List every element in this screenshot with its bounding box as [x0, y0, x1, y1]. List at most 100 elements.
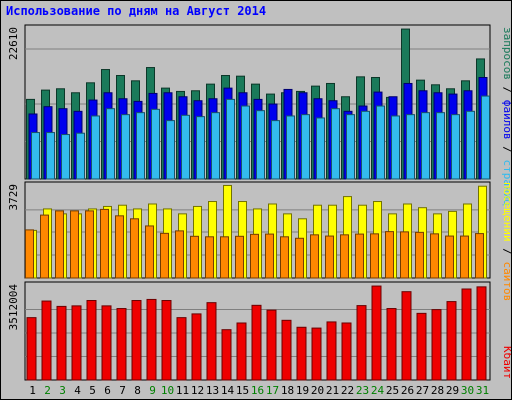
bar-kbytes-day-13: [206, 302, 217, 381]
bar-sites-day-13: [205, 236, 214, 279]
bar-sites-day-31: [475, 233, 484, 279]
bar-pages-day-5: [91, 115, 100, 180]
bar-pages-day-16: [256, 110, 265, 180]
bar-kbytes-day-9: [146, 298, 157, 381]
panel-visits-sites: 3729: [7, 181, 491, 279]
bar-sites-day-1: [25, 229, 34, 279]
x-tick-label-21: 21: [326, 384, 339, 397]
bar-pages-day-4: [76, 132, 85, 180]
x-tick-label-19: 19: [296, 384, 309, 397]
bar-sites-day-12: [190, 235, 199, 279]
bar-sites-day-6: [100, 208, 109, 279]
bar-kbytes-day-28: [431, 309, 442, 381]
bar-kbytes-day-6: [101, 305, 112, 381]
panel-kbytes: 3512004: [7, 281, 491, 381]
x-tick-label-2: 2: [44, 384, 51, 397]
bar-sites-day-10: [160, 232, 169, 279]
bar-kbytes-day-14: [221, 329, 232, 381]
x-tick-label-14: 14: [221, 384, 235, 397]
bar-pages-day-19: [301, 114, 310, 180]
bar-pages-day-21: [331, 108, 340, 180]
bar-kbytes-day-26: [401, 291, 412, 381]
bar-sites-day-30: [460, 235, 469, 279]
x-tick-label-29: 29: [446, 384, 459, 397]
bar-kbytes-day-1: [26, 317, 37, 381]
bar-kbytes-day-22: [341, 322, 352, 381]
x-tick-label-27: 27: [416, 384, 429, 397]
bar-kbytes-day-21: [326, 321, 337, 381]
bar-kbytes-day-2: [41, 300, 52, 381]
bar-pages-day-9: [151, 108, 160, 180]
bar-sites-day-26: [400, 231, 409, 279]
x-tick-label-17: 17: [266, 384, 279, 397]
bar-pages-day-18: [286, 115, 295, 180]
bar-sites-day-29: [445, 235, 454, 279]
bar-sites-day-3: [55, 210, 64, 279]
panel-requests-files-pages: 22610: [7, 24, 491, 180]
bar-sites-day-17: [265, 233, 274, 279]
bar-kbytes-day-30: [461, 288, 472, 381]
bar-kbytes-day-31: [476, 286, 487, 381]
bar-pages-day-7: [121, 114, 130, 180]
bar-pages-day-8: [136, 112, 145, 180]
bar-pages-day-24: [376, 105, 385, 180]
bar-kbytes-day-11: [176, 317, 187, 381]
x-tick-label-16: 16: [251, 384, 264, 397]
legend-panel-1: запросов / файлов / страниц: [501, 27, 511, 206]
bar-sites-day-28: [430, 233, 439, 279]
bar-pages-day-10: [166, 120, 175, 180]
bar-pages-day-29: [451, 114, 460, 180]
bar-kbytes-day-8: [131, 300, 142, 381]
bar-pages-day-27: [421, 112, 430, 180]
bar-pages-day-12: [196, 116, 205, 180]
bar-sites-day-19: [295, 237, 304, 279]
x-tick-label-5: 5: [89, 384, 96, 397]
legend-panel-3: Кбайт: [501, 346, 511, 379]
legend-sites: сайтов: [501, 261, 511, 301]
x-tick-label-22: 22: [341, 384, 354, 397]
x-tick-label-11: 11: [176, 384, 189, 397]
bar-kbytes-day-19: [296, 326, 307, 381]
bar-pages-day-22: [346, 114, 355, 180]
bar-sites-day-5: [85, 210, 94, 279]
bar-kbytes-day-4: [71, 305, 82, 381]
bar-pages-day-31: [481, 95, 490, 180]
bar-sites-day-14: [220, 236, 229, 279]
bar-pages-day-30: [466, 110, 475, 180]
x-tick-label-10: 10: [161, 384, 174, 397]
x-tick-label-3: 3: [59, 384, 66, 397]
bar-sites-day-15: [235, 235, 244, 279]
x-tick-label-6: 6: [104, 384, 111, 397]
bar-kbytes-day-24: [371, 285, 382, 381]
bar-kbytes-day-25: [386, 308, 397, 381]
bar-sites-day-11: [175, 230, 184, 279]
bar-kbytes-day-5: [86, 300, 97, 381]
y-max-label: 22610: [7, 27, 20, 60]
x-tick-label-1: 1: [29, 384, 36, 397]
bar-kbytes-day-29: [446, 301, 457, 381]
bar-sites-day-8: [130, 218, 139, 279]
bar-sites-day-22: [340, 234, 349, 279]
bar-sites-day-9: [145, 225, 154, 279]
bar-pages-day-6: [106, 108, 115, 180]
bar-sites-day-25: [385, 231, 394, 279]
x-tick-label-24: 24: [371, 384, 385, 397]
legend-panel-2: посещений / сайтов: [501, 182, 511, 301]
x-tick-label-18: 18: [281, 384, 294, 397]
bar-sites-day-2: [40, 214, 49, 279]
bar-pages-day-20: [316, 117, 325, 180]
x-tick-label-28: 28: [431, 384, 444, 397]
bar-sites-day-24: [370, 233, 379, 279]
bar-sites-day-23: [355, 233, 364, 279]
bar-pages-day-25: [391, 115, 400, 180]
x-tick-label-23: 23: [356, 384, 369, 397]
bar-kbytes-day-17: [266, 309, 277, 381]
x-tick-label-15: 15: [236, 384, 249, 397]
bar-pages-day-2: [46, 132, 55, 180]
x-tick-label-30: 30: [461, 384, 474, 397]
x-tick-label-25: 25: [386, 384, 399, 397]
bar-pages-day-14: [226, 98, 235, 180]
y-max-label: 3512004: [7, 284, 20, 331]
bar-kbytes-day-3: [56, 305, 67, 381]
